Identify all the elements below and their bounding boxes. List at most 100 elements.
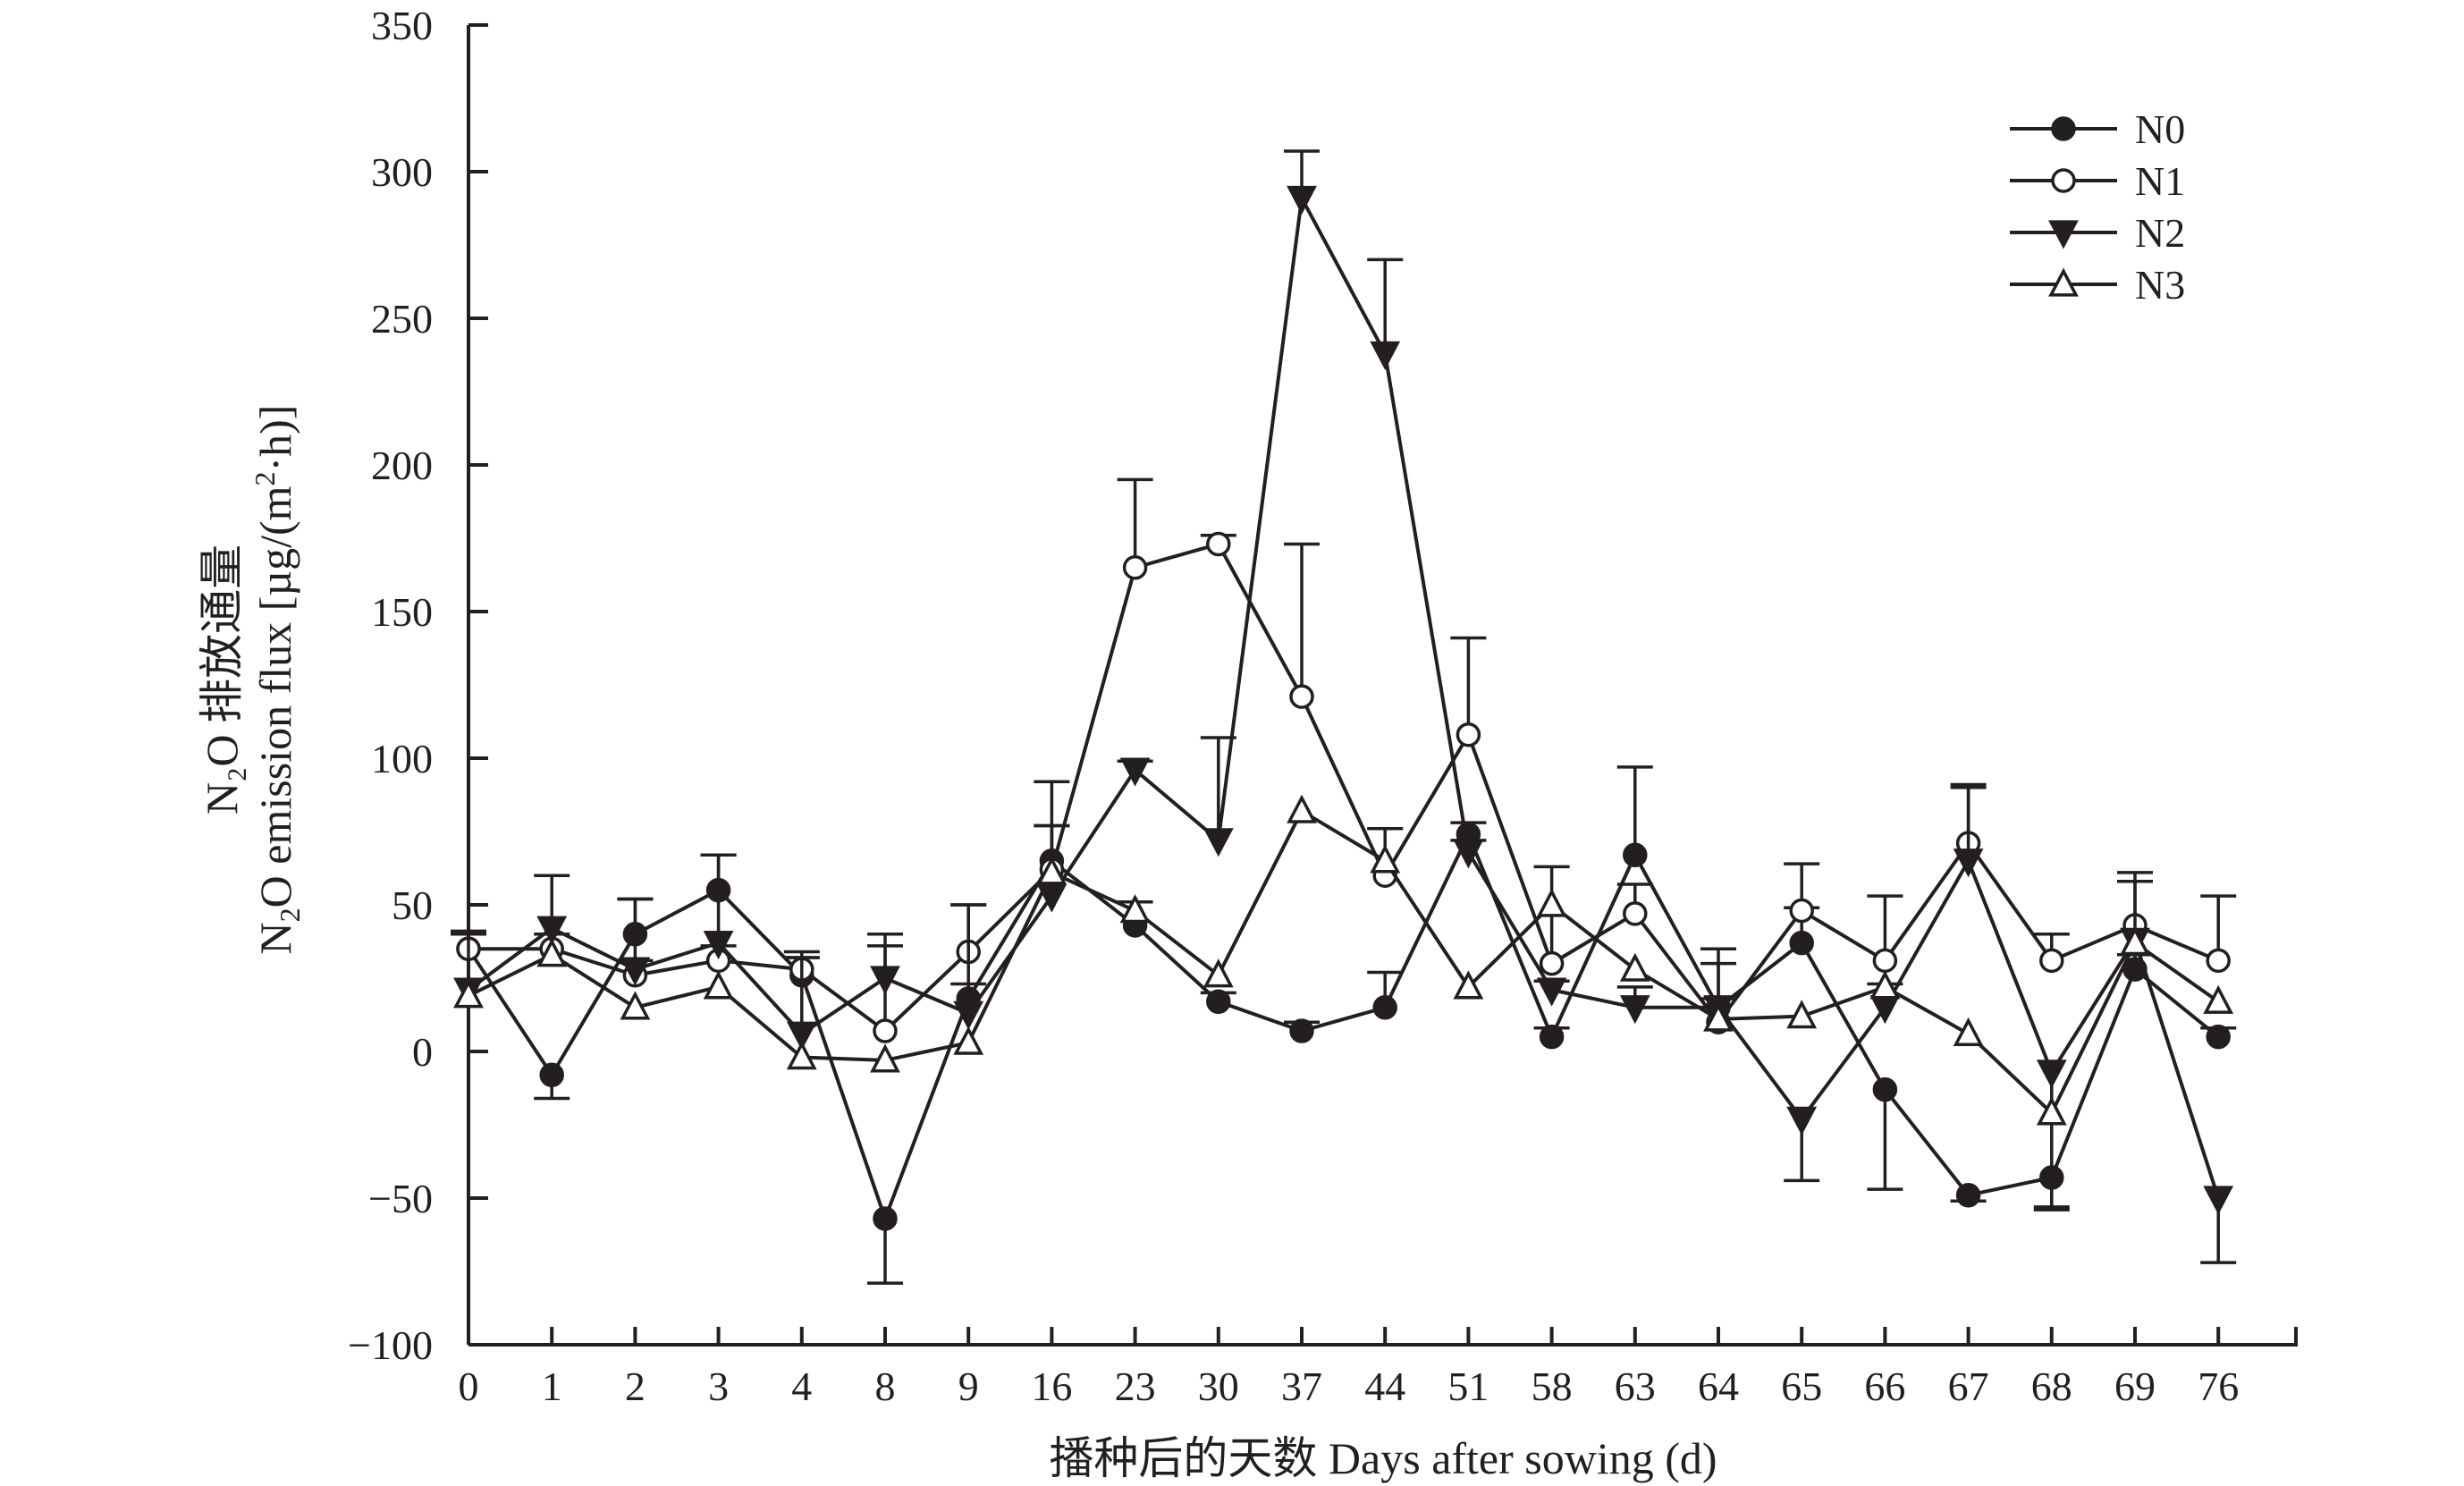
- y-tick-label: −100: [348, 1322, 433, 1368]
- data-point-N0: [1289, 1018, 1314, 1043]
- data-point-N3: [1370, 844, 1401, 874]
- legend: N0 N1 N2 N3: [2010, 106, 2185, 308]
- y-tick-label: 150: [371, 589, 433, 635]
- x-tick-label: 51: [1447, 1364, 1489, 1409]
- data-point-N0: [1206, 989, 1231, 1014]
- data-point-N3: [1536, 888, 1567, 917]
- data-point-N2: [1287, 185, 1317, 215]
- series-line-N0: [467, 832, 2220, 1220]
- x-tick-label: 1: [542, 1364, 562, 1409]
- series-N3: [453, 794, 2234, 1126]
- data-point-N3: [1953, 1017, 1984, 1046]
- data-point-N2: [620, 957, 651, 986]
- data-point-N3: [2120, 926, 2150, 956]
- data-point-N1: [1539, 950, 1565, 976]
- y-tick-label: −50: [368, 1176, 433, 1221]
- x-tick-label: 37: [1281, 1364, 1322, 1409]
- x-tick-label: 0: [459, 1364, 479, 1409]
- data-point-N3: [870, 1043, 900, 1073]
- legend-label: N3: [2135, 262, 2185, 308]
- x-axis: 0 1 2 3 4 8 9 16 23 30 37 44 51 58 63 64 65 66 67 68 69 76: [459, 1327, 2298, 1409]
- data-point-N1: [1289, 684, 1314, 709]
- x-tick-label: 58: [1532, 1364, 1573, 1409]
- data-point-N3: [620, 991, 651, 1020]
- data-point-N2: [1202, 828, 1234, 857]
- x-axis-title: 播种后的天数 Days after sowing (d): [1049, 1433, 1717, 1483]
- data-point-N3: [1619, 952, 1650, 982]
- data-point-N3: [536, 938, 568, 967]
- x-tick-label: 67: [1948, 1364, 1989, 1409]
- data-point-N0: [1872, 1077, 1898, 1102]
- x-tick-label: 44: [1364, 1364, 1405, 1409]
- data-point-N1: [2206, 948, 2231, 974]
- x-tick-label: 30: [1198, 1364, 1239, 1409]
- x-tick-label: 65: [1781, 1364, 1822, 1409]
- data-point-N3: [953, 1026, 984, 1055]
- legend-entry-N1: N1: [2010, 158, 2185, 204]
- y-tick-label: 250: [371, 296, 433, 342]
- data-point-N2: [1619, 995, 1650, 1025]
- data-point-N0: [1789, 930, 1814, 956]
- legend-marker: [2048, 267, 2079, 297]
- data-point-N2: [953, 1001, 984, 1030]
- x-tick-label: 16: [1031, 1364, 1072, 1409]
- data-point-N3: [2036, 1096, 2067, 1126]
- data-point-N2: [1786, 1106, 1818, 1136]
- legend-entry-N3: N3: [2010, 262, 2185, 308]
- data-point-N3: [1119, 894, 1151, 924]
- series-line-N3: [468, 809, 2220, 1115]
- data-point-N3: [1287, 794, 1317, 823]
- data-point-N3: [1036, 856, 1067, 885]
- legend-marker: [2051, 168, 2076, 193]
- data-point-N2: [870, 966, 900, 995]
- data-point-N3: [453, 979, 484, 1009]
- data-point-N1: [1456, 722, 1481, 747]
- y-axis: −100 −50 0 50 100 150 200 250 300 350: [348, 3, 488, 1368]
- x-tick-label: 2: [625, 1364, 646, 1409]
- data-point-N2: [2036, 1060, 2067, 1089]
- x-tick-label: 66: [1864, 1364, 1905, 1409]
- x-tick-label: 68: [2031, 1364, 2072, 1409]
- x-tick-label: 69: [2114, 1364, 2156, 1409]
- x-tick-label: 76: [2198, 1364, 2239, 1409]
- data-point-N2: [536, 916, 568, 945]
- data-point-N0: [1955, 1182, 1981, 1208]
- legend-entry-N0: N0: [2010, 106, 2185, 152]
- x-ticks: 0 1 2 3 4 8 9 16 23 30 37 44 51 58 63 64 65 66 67 68 69 76: [459, 1327, 2298, 1409]
- data-point-N0: [1539, 1024, 1565, 1050]
- series-layer: [451, 149, 2237, 1285]
- y-tick-label: 50: [392, 882, 433, 928]
- data-point-N0: [2206, 1024, 2231, 1050]
- data-point-N1: [1789, 898, 1814, 924]
- data-point-N3: [1869, 970, 1901, 1000]
- data-point-N0: [873, 1206, 898, 1231]
- data-point-N2: [1370, 341, 1401, 370]
- data-point-N2: [1036, 883, 1067, 913]
- legend-marker: [2048, 220, 2079, 249]
- legend-entry-N2: N2: [2010, 210, 2185, 256]
- data-point-N1: [1122, 555, 1148, 580]
- data-point-N3: [703, 970, 734, 1000]
- data-point-N0: [1623, 842, 1648, 867]
- data-point-N0: [539, 1062, 564, 1087]
- series-line-N1: [468, 542, 2219, 1034]
- y-ticks: −100 −50 0 50 100 150 200 250 300 350: [348, 3, 488, 1368]
- y-tick-label: 350: [371, 3, 433, 48]
- data-point-N3: [1703, 1002, 1734, 1032]
- data-point-N0: [1372, 995, 1397, 1020]
- y-tick-label: 0: [412, 1029, 433, 1075]
- x-tick-label: 3: [708, 1364, 729, 1409]
- data-point-N3: [1786, 1000, 1818, 1029]
- data-point-N3: [2203, 984, 2234, 1014]
- data-point-N3: [786, 1041, 817, 1070]
- data-point-N1: [1206, 531, 1231, 557]
- data-point-N2: [1953, 849, 1984, 878]
- data-point-N2: [1536, 977, 1567, 1007]
- legend-label: N0: [2135, 106, 2185, 152]
- y-tick-label: 300: [371, 149, 433, 195]
- series-line-N2: [467, 196, 2221, 1199]
- y-axis-title-cn: N₂O 排放通量: [197, 545, 247, 815]
- series-N2: [451, 149, 2237, 1264]
- x-tick-label: 9: [958, 1364, 979, 1409]
